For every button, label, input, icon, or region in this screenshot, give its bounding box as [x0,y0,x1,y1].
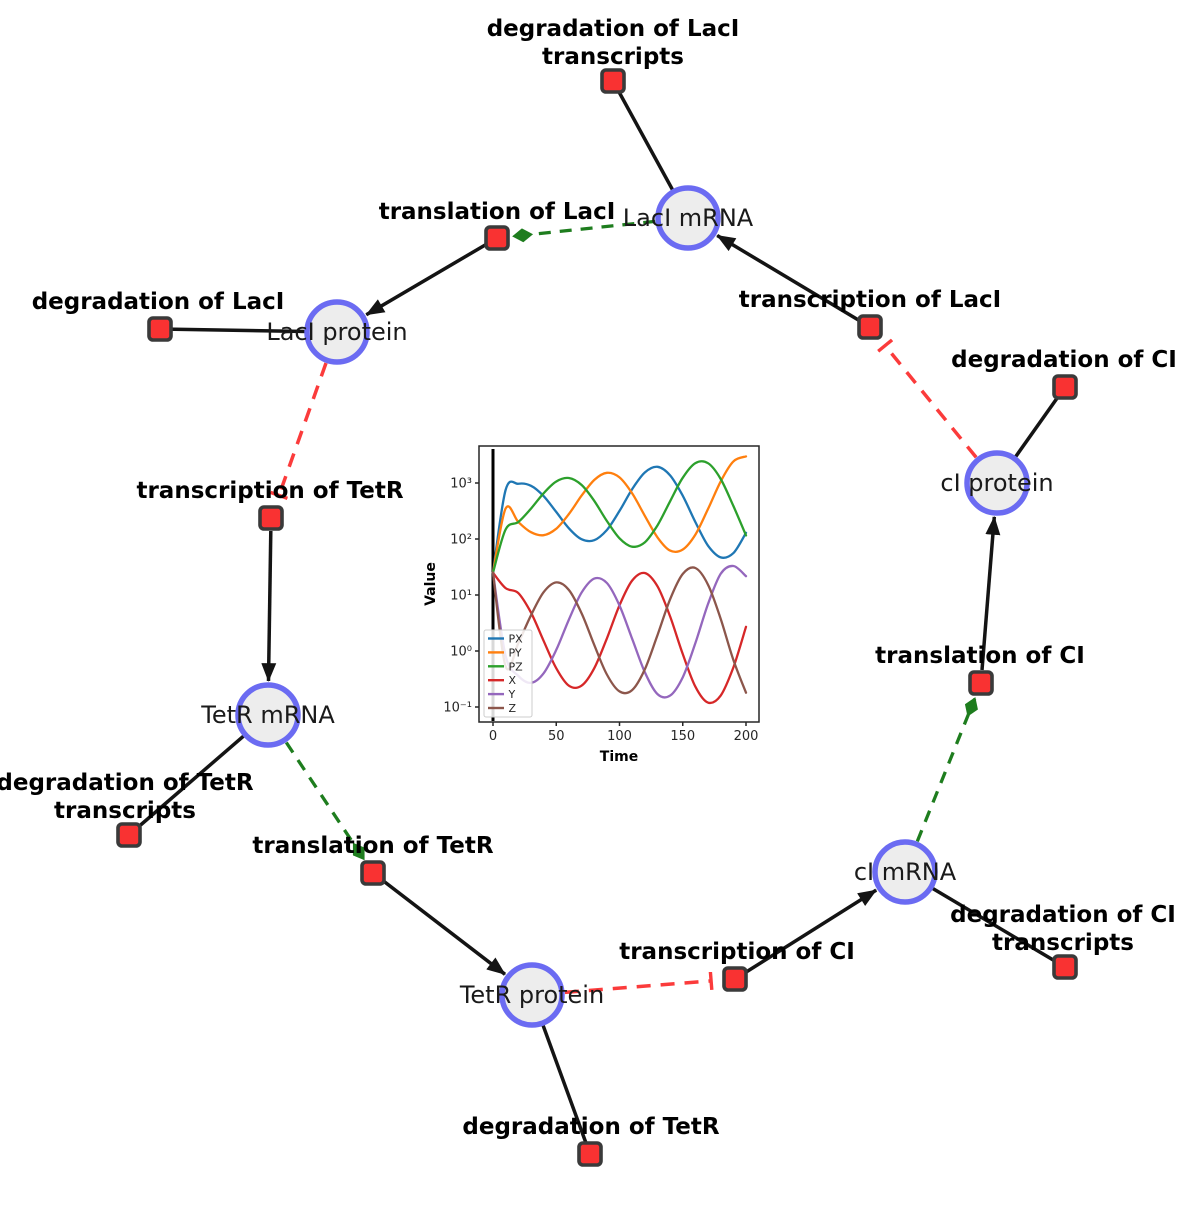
plot-curves [491,455,748,705]
species-node-laci-protein: LacI protein [266,299,408,365]
species-node-ci-protein: cI protein [940,450,1054,516]
curve-Z [491,566,748,695]
reaction-label: transcription of LacI [739,287,1002,313]
y-tick-label: 10⁻¹ [443,701,472,716]
reaction-label: degradation of TetR [462,1114,719,1140]
reaction-square-degradation-laci-transcripts[interactable] [600,68,626,94]
reaction-node-translation-tetr: translation of TetR [252,833,494,886]
reaction-square-degradation-laci[interactable] [147,316,173,342]
species-label: TetR protein [459,981,604,1009]
edge-translation-tetr-protein [382,879,507,976]
legend-label-Y: Y [508,688,516,701]
edge-tetr-protein-inhibits-transcription-ci [564,971,714,995]
reaction-label: translation of TetR [252,833,493,859]
reaction-square-transcription-laci[interactable] [857,314,883,340]
reaction-node-degradation-tetr-transcripts: degradation of TetR transcripts [0,770,254,848]
species-nodes-layer: LacI mRNA LacI protein cI protein TetR m… [200,185,1054,1028]
species-circle-ci-protein[interactable] [964,450,1030,516]
x-tick-label: 50 [548,729,565,744]
reaction-square-translation-ci[interactable] [968,670,994,696]
species-node-laci-mrna: LacI mRNA [623,185,754,251]
reaction-label: transcripts [542,44,684,70]
reaction-label: translation of CI [875,643,1085,669]
edge-transcription-ci-mrna [745,888,878,974]
species-label: cI protein [940,469,1053,497]
reaction-nodes-layer: degradation of LacI transcripts translat… [0,16,1177,1167]
reaction-label: degradation of LacI [487,16,740,42]
species-label: TetR mRNA [200,701,335,729]
reaction-node-degradation-ci: degradation of CI [951,347,1177,400]
y-tick-label: 10¹ [450,589,472,604]
x-tick-label: 100 [607,729,632,744]
legend-label-PY: PY [509,646,522,659]
reaction-node-transcription-ci: transcription of CI [619,939,855,992]
reaction-label: transcripts [54,798,196,824]
species-circle-ci-mrna[interactable] [872,839,938,905]
reaction-label: degradation of LacI [32,289,285,315]
y-tick-label: 10⁰ [450,645,472,660]
reaction-label: translation of LacI [379,199,616,225]
inset-plot: 0 50 100 150 20010⁻¹10⁰10¹10²10³TimeValuePXP… [423,445,760,765]
species-node-tetr-protein: TetR protein [459,962,604,1028]
reaction-square-degradation-ci[interactable] [1052,374,1078,400]
edge-ci-mrna-catalyzes-translation [915,697,978,843]
reaction-square-translation-laci[interactable] [484,225,510,251]
edge-transcription-laci-mrna [716,233,860,322]
species-node-tetr-mrna: TetR mRNA [200,682,335,748]
reaction-node-degradation-laci: degradation of LacI [32,289,285,342]
species-circle-tetr-mrna[interactable] [235,682,301,748]
legend-label-X: X [509,674,517,687]
species-node-ci-mrna: cI mRNA [854,839,957,905]
legend-label-Z: Z [509,702,517,715]
reaction-node-translation-ci: translation of CI [875,643,1085,696]
x-axis-label: Time [600,749,638,765]
y-axis-label: Value [423,562,439,606]
reaction-label: transcription of TetR [136,478,403,504]
reaction-label: transcripts [992,930,1134,956]
legend-label-PZ: PZ [509,660,524,673]
curve-PZ [491,460,748,574]
edge-translation-laci-protein [365,243,487,317]
reaction-node-degradation-ci-transcripts: degradation of CI transcripts [950,902,1176,980]
reaction-label: degradation of TetR [0,770,254,796]
species-circle-laci-protein[interactable] [304,299,370,365]
legend-label-PX: PX [509,633,524,646]
reaction-node-transcription-tetr: transcription of TetR [136,478,404,531]
edge-tetr-mrna-catalyzes-translation [284,741,365,861]
edge-laci-protein-inhibits-transcription-tetr [269,362,328,501]
reaction-label: transcription of CI [619,939,855,965]
y-tick-label: 10² [450,533,472,548]
reaction-label: degradation of CI [950,902,1176,928]
species-circle-tetr-protein[interactable] [499,962,565,1028]
reaction-node-transcription-laci: transcription of LacI [739,287,1002,340]
reaction-square-transcription-ci[interactable] [722,966,748,992]
reaction-label: degradation of CI [951,347,1177,373]
edge-laci-mrna-catalyzes-translation [512,219,656,243]
reaction-square-transcription-tetr[interactable] [258,505,284,531]
reaction-square-degradation-ci-transcripts[interactable] [1052,954,1078,980]
curve-PX [491,465,748,574]
species-label: LacI mRNA [623,204,754,232]
reaction-square-translation-tetr[interactable] [360,860,386,886]
x-tick-label: 150 [670,729,695,744]
reaction-node-degradation-laci-transcripts: degradation of LacI transcripts [487,16,740,94]
reaction-node-degradation-tetr: degradation of TetR [462,1114,720,1167]
species-label: LacI protein [266,318,407,346]
x-tick-label: 200 [734,729,759,744]
reaction-square-degradation-tetr[interactable] [577,1141,603,1167]
edge-translation-ci-protein [980,515,1001,671]
species-label: cI mRNA [854,858,957,886]
edges-layer [127,80,1067,1155]
curve-PY [491,455,748,574]
reaction-square-degradation-tetr-transcripts[interactable] [116,822,142,848]
x-tick-label: 0 [489,729,497,744]
species-circle-laci-mrna[interactable] [655,185,721,251]
edge-transcription-tetr-mrna [261,530,277,682]
edge-ci-protein-inhibits-transcription-laci [877,338,978,459]
reaction-node-translation-laci: translation of LacI [379,199,616,251]
y-tick-label: 10³ [450,477,472,492]
